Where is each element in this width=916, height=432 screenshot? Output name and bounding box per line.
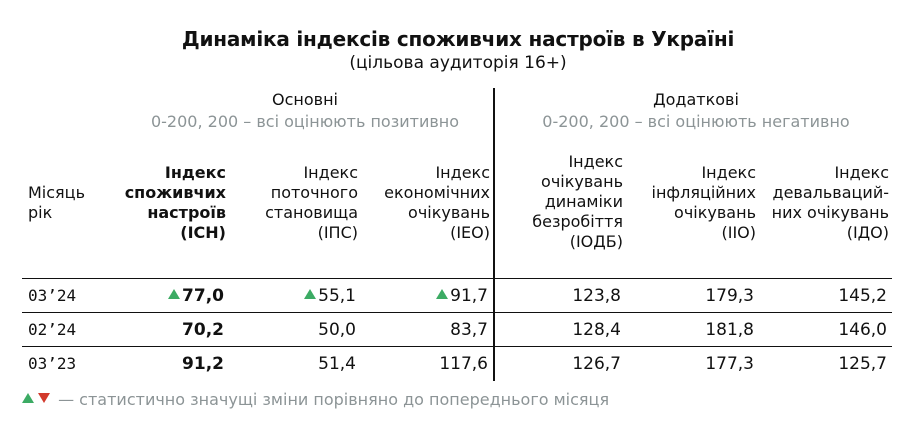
up-arrow-icon (304, 289, 317, 299)
cell-ich: 77,0 (168, 286, 224, 306)
up-arrow-icon (436, 289, 449, 299)
cell-ieo: 117,6 (439, 354, 488, 374)
table-row: 03’24 77,0 55,1 91,7 123,8 179,3 145,2 (22, 278, 892, 312)
header-line: (ІОДБ) (569, 232, 623, 251)
cell-ido: 125,7 (838, 354, 887, 374)
header-line: настроїв (147, 203, 226, 222)
cell-ips: 50,0 (318, 320, 356, 340)
group-header-main: Основні 0-200, 200 – всі оцінюють позити… (120, 90, 490, 134)
header-line: Місяць (28, 183, 85, 202)
header-line: (ІЕО) (450, 223, 490, 242)
col-header-month: Місяць рік (28, 183, 85, 223)
col-header-ich: Індекс споживчих настроїв (ІСН) (125, 163, 226, 243)
header-line: (ІІО) (721, 223, 756, 242)
cell-ieo: 91,7 (436, 286, 488, 306)
col-header-ieo: Індекс економічних очікувань (ІЕО) (384, 163, 490, 243)
row-divider (22, 278, 892, 279)
up-arrow-icon (22, 393, 34, 403)
table-row: 02’24 70,2 50,0 83,7 128,4 181,8 146,0 (22, 312, 892, 346)
page-title: Динаміка індексів споживчих настроїв в У… (181, 27, 735, 51)
cell-ich: 70,2 (182, 320, 224, 340)
header-line: Індекс (435, 163, 490, 182)
header-line: становища (265, 203, 358, 222)
row-divider (22, 346, 892, 347)
header-line: очікувань (674, 203, 756, 222)
cell-iio: 177,3 (705, 354, 754, 374)
header-line: девальваций- (772, 183, 890, 202)
group-description: 0-200, 200 – всі оцінюють негативно (542, 112, 850, 131)
header-line: безробіття (532, 212, 623, 231)
cell-ich: 91,2 (182, 354, 224, 374)
cell-iio: 181,8 (705, 320, 754, 340)
group-header-extra: Додаткові 0-200, 200 – всі оцінюють нега… (500, 90, 892, 134)
header-line: рік (28, 203, 53, 222)
page-subtitle: (цільова аудиторія 16+) (349, 53, 567, 73)
header-line: них очікувань (771, 203, 889, 222)
table-row: 03’23 91,2 51,4 117,6 126,7 177,3 125,7 (22, 346, 892, 380)
header-line: очікувань (541, 172, 623, 191)
legend: — статистично значущі зміни порівняно до… (22, 390, 609, 409)
cell-month: 03’23 (28, 354, 77, 373)
header-line: споживчих (124, 183, 226, 202)
header-line: (ІСН) (180, 223, 226, 242)
cell-iio: 179,3 (705, 286, 754, 306)
group-description: 0-200, 200 – всі оцінюють позитивно (150, 112, 460, 131)
header-line: динаміки (544, 192, 623, 211)
group-name: Додаткові (653, 90, 739, 109)
cell-ido: 146,0 (838, 320, 887, 340)
header-line: очікувань (408, 203, 490, 222)
down-arrow-icon (38, 393, 50, 403)
cell-iodb: 123,8 (572, 286, 621, 306)
col-header-ido: Індекс девальваций- них очікувань (ІДО) (772, 163, 889, 243)
value: 55,1 (318, 286, 356, 306)
header-line: економічних (384, 183, 490, 202)
cell-ido: 145,2 (838, 286, 887, 306)
value: 77,0 (182, 286, 224, 306)
value: 91,7 (450, 286, 488, 306)
up-arrow-icon (168, 289, 181, 299)
row-divider (22, 312, 892, 313)
header-line: Індекс (568, 152, 623, 171)
header-line: Індекс (701, 163, 756, 182)
cell-ieo: 83,7 (450, 320, 488, 340)
header-line: Індекс (164, 163, 226, 182)
cell-ips: 55,1 (304, 286, 356, 306)
legend-text: — статистично значущі зміни порівняно до… (58, 390, 610, 409)
col-header-ips: Індекс поточного становища (ІПС) (265, 163, 358, 243)
cell-month: 02’24 (28, 320, 77, 339)
col-header-iodb: Індекс очікувань динаміки безробіття (ІО… (532, 152, 623, 252)
header-line: Індекс (303, 163, 358, 182)
header-line: Індекс (834, 163, 889, 182)
cell-month: 03’24 (28, 286, 77, 305)
group-divider (493, 88, 495, 381)
cell-iodb: 128,4 (572, 320, 621, 340)
header-line: (ІПС) (317, 223, 358, 242)
header-line: поточного (270, 183, 358, 202)
col-header-iio: Індекс інфляційних очікувань (ІІО) (652, 163, 757, 243)
cell-iodb: 126,7 (572, 354, 621, 374)
group-name: Основні (272, 90, 338, 109)
header-line: (ІДО) (846, 223, 889, 242)
cell-ips: 51,4 (318, 354, 356, 374)
header-line: інфляційних (651, 183, 757, 202)
